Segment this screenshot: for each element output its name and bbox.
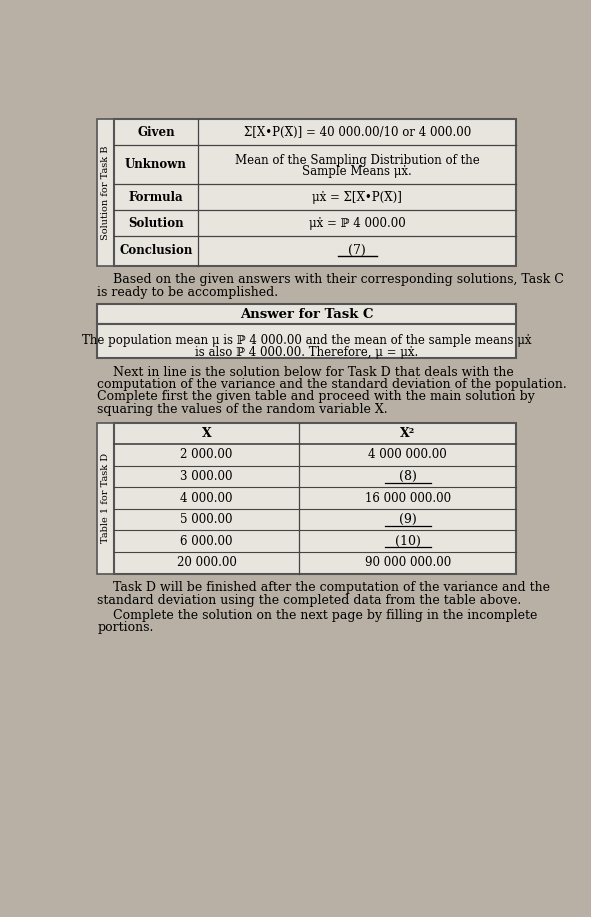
Text: 4 000.00: 4 000.00 bbox=[180, 492, 233, 504]
Bar bbox=[97, 423, 114, 573]
Text: 16 000 000.00: 16 000 000.00 bbox=[365, 492, 451, 504]
Text: μẋ = ℙ 4 000.00: μẋ = ℙ 4 000.00 bbox=[309, 216, 405, 230]
Text: (9): (9) bbox=[399, 514, 417, 526]
Text: 20 000.00: 20 000.00 bbox=[177, 557, 236, 569]
Text: 3 000.00: 3 000.00 bbox=[180, 470, 233, 483]
Text: Table 1 for Task D: Table 1 for Task D bbox=[101, 453, 110, 543]
Bar bbox=[114, 119, 517, 266]
Text: (8): (8) bbox=[399, 470, 417, 483]
Text: Task D will be finished after the computation of the variance and the: Task D will be finished after the comput… bbox=[97, 581, 550, 594]
Bar bbox=[114, 423, 517, 573]
Bar bbox=[97, 304, 517, 324]
Text: Formula: Formula bbox=[129, 191, 183, 204]
Bar bbox=[97, 324, 517, 358]
Text: μẋ = Σ[X̅•P(X̅)]: μẋ = Σ[X̅•P(X̅)] bbox=[312, 191, 402, 204]
Text: Next in line is the solution below for Task D that deals with the: Next in line is the solution below for T… bbox=[97, 366, 514, 379]
Text: The population mean μ is ℙ 4 000.00 and the mean of the sample means μẋ: The population mean μ is ℙ 4 000.00 and … bbox=[82, 334, 531, 348]
Text: Sample Means μẋ.: Sample Means μẋ. bbox=[302, 165, 412, 178]
Text: Complete the solution on the next page by filling in the incomplete: Complete the solution on the next page b… bbox=[97, 609, 537, 622]
Text: Unknown: Unknown bbox=[125, 159, 187, 171]
Text: 2 000.00: 2 000.00 bbox=[180, 448, 233, 461]
Text: computation of the variance and the standard deviation of the population.: computation of the variance and the stan… bbox=[97, 378, 567, 391]
Text: portions.: portions. bbox=[97, 622, 154, 635]
Text: 4 000 000.00: 4 000 000.00 bbox=[368, 448, 447, 461]
Text: squaring the values of the random variable X.: squaring the values of the random variab… bbox=[97, 403, 388, 415]
Text: 6 000.00: 6 000.00 bbox=[180, 535, 233, 547]
Text: X: X bbox=[202, 427, 212, 440]
Text: Based on the given answers with their corresponding solutions, Task C: Based on the given answers with their co… bbox=[97, 273, 564, 286]
Text: 5 000.00: 5 000.00 bbox=[180, 514, 233, 526]
Text: Complete first the given table and proceed with the main solution by: Complete first the given table and proce… bbox=[97, 391, 535, 403]
Text: Solution for Task B: Solution for Task B bbox=[101, 145, 110, 239]
Text: X²: X² bbox=[400, 427, 415, 440]
Text: (7): (7) bbox=[348, 245, 366, 258]
Text: is ready to be accomplished.: is ready to be accomplished. bbox=[97, 285, 278, 299]
Text: is also ℙ 4 000.00. Therefore, μ = μẋ.: is also ℙ 4 000.00. Therefore, μ = μẋ. bbox=[195, 347, 418, 359]
Text: Answer for Task C: Answer for Task C bbox=[240, 307, 374, 321]
Text: Solution: Solution bbox=[128, 216, 184, 230]
Text: 90 000 000.00: 90 000 000.00 bbox=[365, 557, 451, 569]
Bar bbox=[97, 119, 114, 266]
Text: Given: Given bbox=[137, 126, 175, 138]
Text: standard deviation using the completed data from the table above.: standard deviation using the completed d… bbox=[97, 593, 521, 607]
Text: Σ[X•P(X̅)] = 40 000.00/10 or 4 000.00: Σ[X•P(X̅)] = 40 000.00/10 or 4 000.00 bbox=[243, 126, 471, 138]
Text: Conclusion: Conclusion bbox=[119, 245, 193, 258]
Text: Mean of the Sampling Distribution of the: Mean of the Sampling Distribution of the bbox=[235, 153, 479, 167]
Text: (10): (10) bbox=[395, 535, 421, 547]
